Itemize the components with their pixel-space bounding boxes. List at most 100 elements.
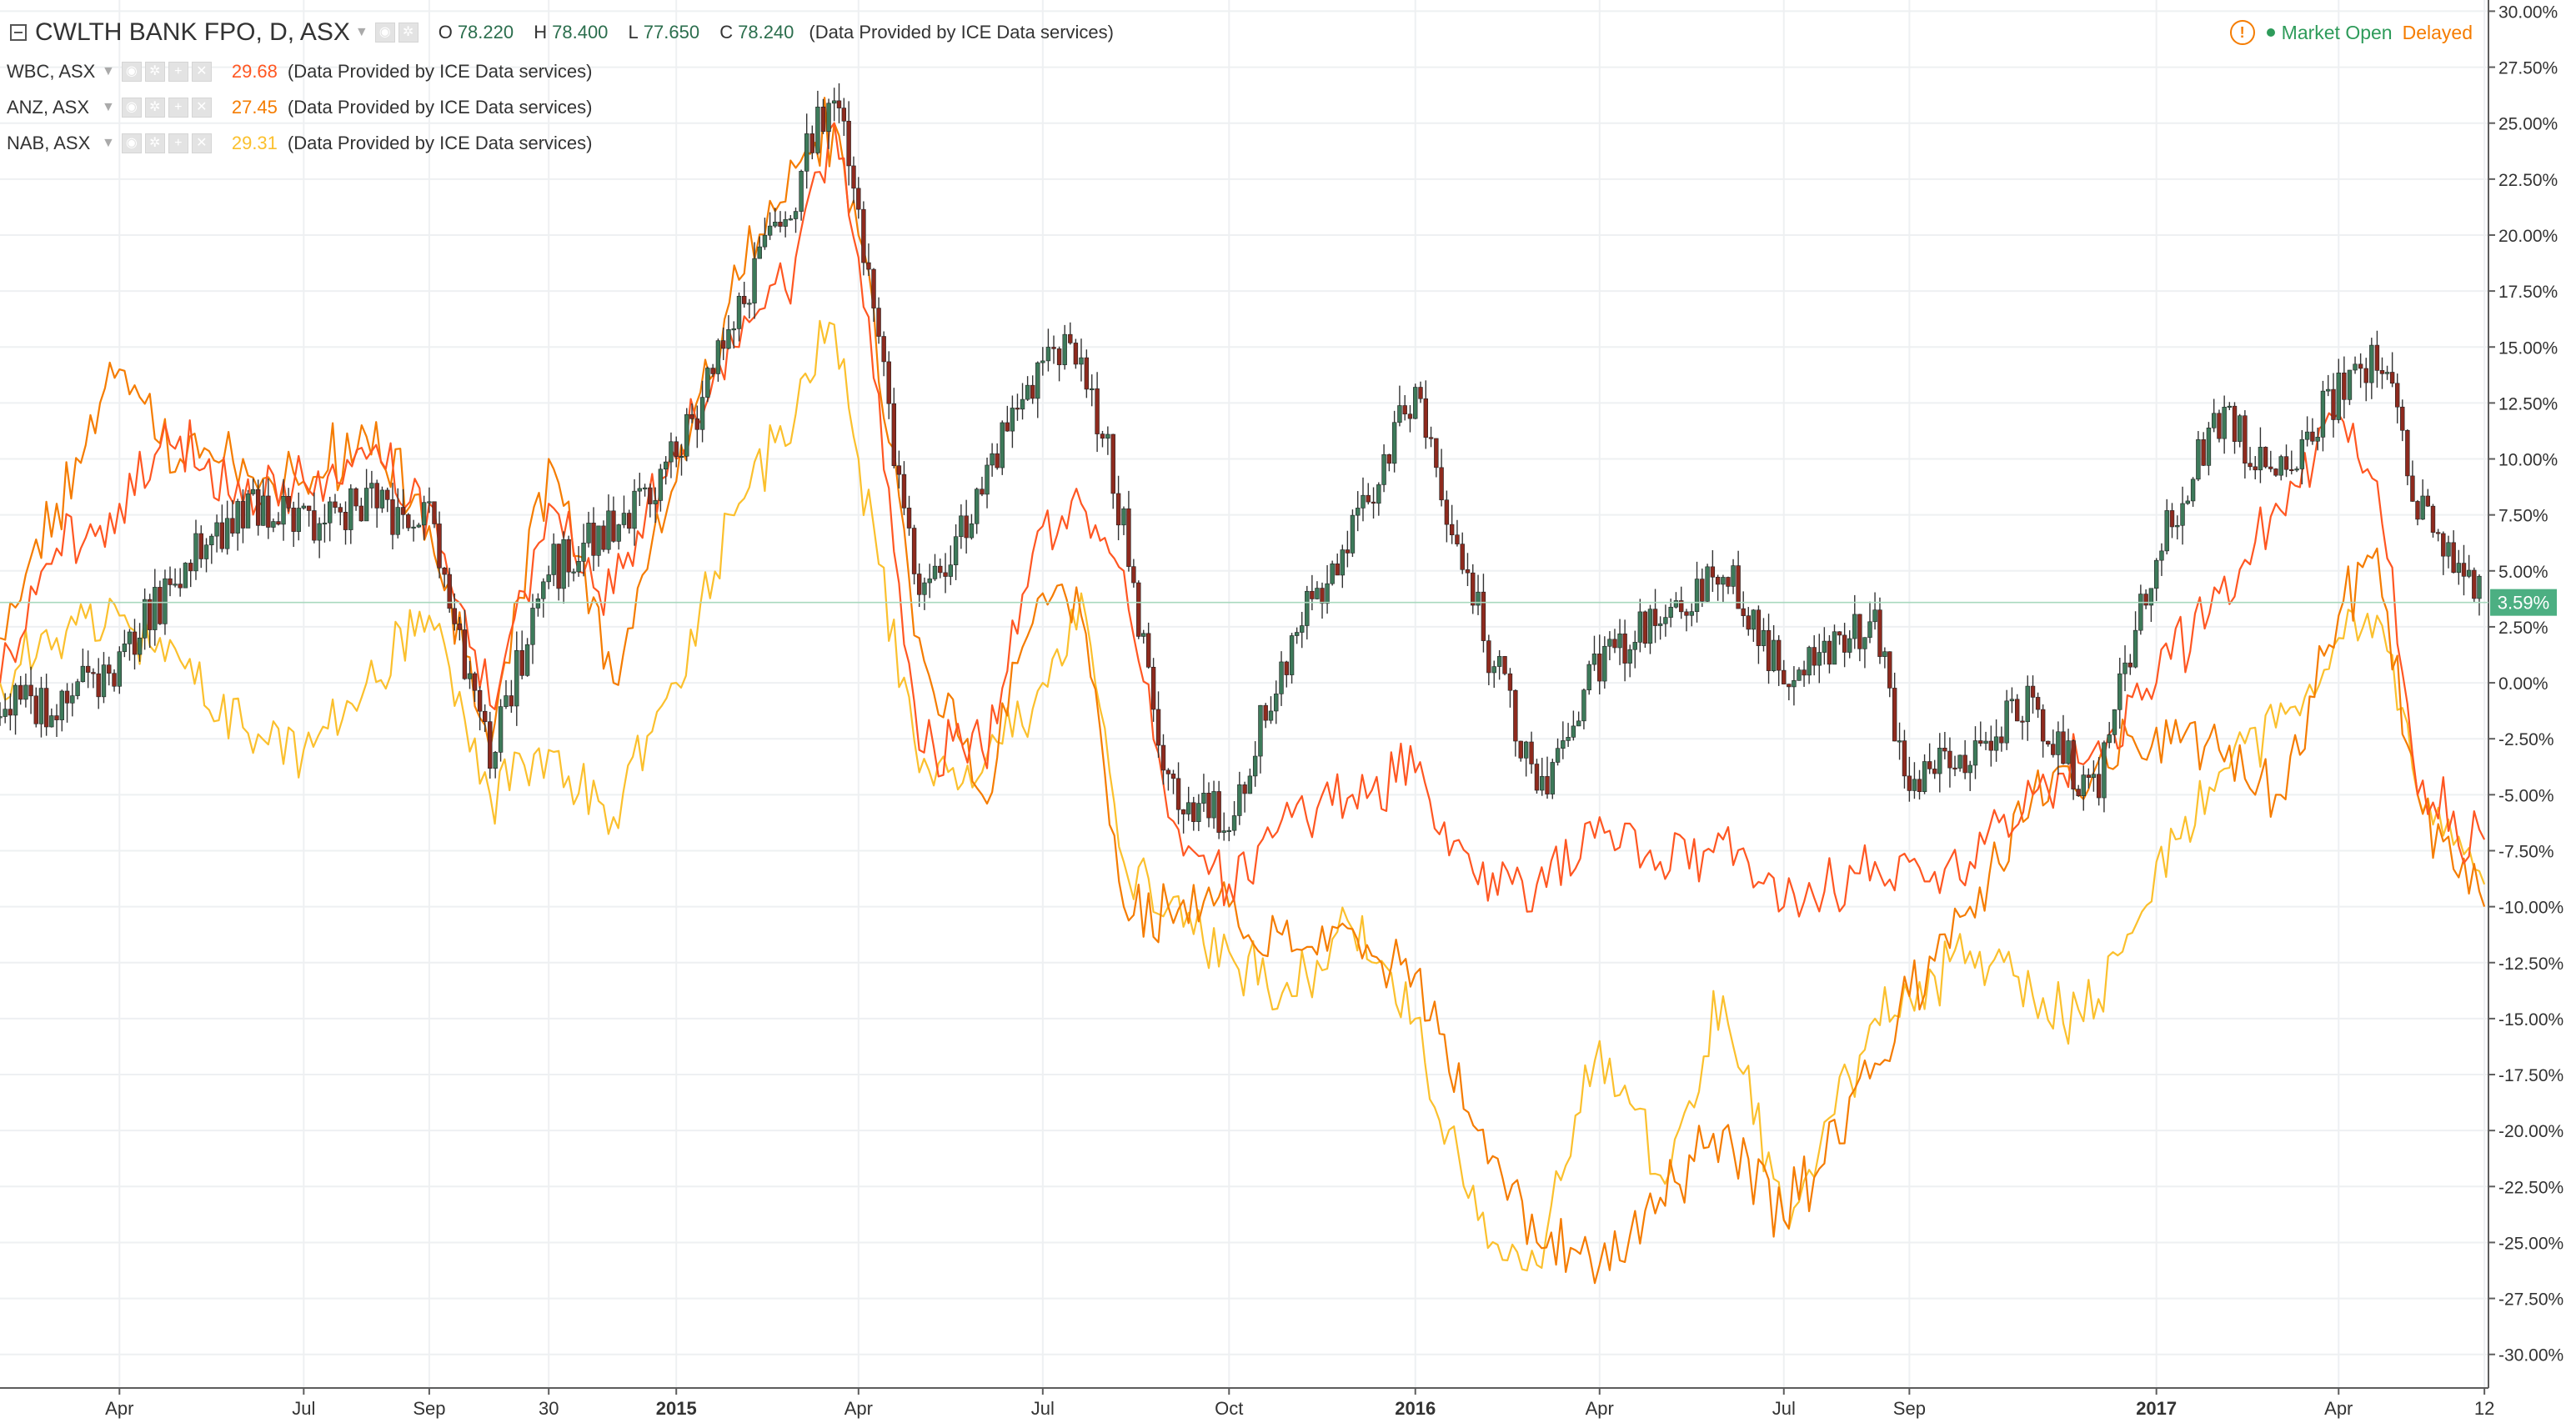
candle-body xyxy=(1710,566,1716,578)
eye-icon[interactable]: ◉ xyxy=(121,61,142,82)
warning-icon[interactable]: ! xyxy=(2229,20,2255,45)
candle-body xyxy=(358,505,364,522)
candle-body xyxy=(1160,744,1166,771)
gear-icon[interactable]: ✲ xyxy=(144,133,165,153)
close-icon[interactable]: ✕ xyxy=(191,133,212,153)
candle-body xyxy=(96,673,101,698)
candle-body xyxy=(1305,590,1310,626)
legend-series-value: 29.31 xyxy=(231,132,278,153)
candle-body xyxy=(2020,720,2025,723)
candle-body xyxy=(856,188,861,210)
candle-body xyxy=(1967,764,1972,774)
candle-body xyxy=(1882,651,1887,657)
candle-body xyxy=(1726,577,1731,587)
candle-body xyxy=(1782,669,1787,684)
candle-body xyxy=(906,508,912,529)
close-icon[interactable]: ✕ xyxy=(191,97,212,118)
candle-body xyxy=(851,165,856,189)
candle-body xyxy=(2086,774,2092,779)
candle-body xyxy=(1792,679,1797,688)
candle-body xyxy=(271,521,276,528)
candle-body xyxy=(2369,344,2374,383)
candle-body xyxy=(2046,740,2051,744)
gear-icon[interactable]: ✲ xyxy=(144,61,165,82)
candle-body xyxy=(1545,776,1550,794)
candle-body xyxy=(648,487,653,504)
candle-body xyxy=(689,413,694,419)
candle-body xyxy=(891,403,897,466)
candle-body xyxy=(861,208,866,263)
candle-body xyxy=(1115,493,1121,526)
candle-body xyxy=(493,752,498,769)
candle-body xyxy=(535,598,541,609)
candle-body xyxy=(2227,405,2233,408)
main-series-title[interactable]: CWLTH BANK FPO, D, ASX xyxy=(35,18,350,46)
candle-body xyxy=(80,665,86,683)
chevron-down-icon[interactable]: ▼ xyxy=(354,25,368,39)
candle-body xyxy=(132,631,138,655)
candle-body xyxy=(2138,594,2143,631)
legend-series-name[interactable]: ANZ, ASX xyxy=(7,96,90,118)
y-tick-label: 0.00% xyxy=(2498,674,2548,694)
legend-series-name[interactable]: WBC, ASX xyxy=(7,60,96,82)
candle-body xyxy=(193,533,198,572)
candle-body xyxy=(866,262,871,270)
candle-body xyxy=(1284,661,1290,675)
candle-body xyxy=(1196,803,1201,822)
add-icon[interactable]: + xyxy=(168,97,188,118)
candle-body xyxy=(2159,550,2164,561)
candle-body xyxy=(621,513,627,525)
candle-body xyxy=(43,688,49,728)
candle-body xyxy=(1657,623,1663,626)
collapse-icon[interactable] xyxy=(10,24,27,41)
eye-icon[interactable]: ◉ xyxy=(374,23,395,43)
candle-body xyxy=(627,513,632,529)
candle-body xyxy=(348,488,353,530)
candle-body xyxy=(632,490,637,529)
candle-body xyxy=(2342,372,2347,400)
candle-body xyxy=(1476,591,1481,606)
candle-body xyxy=(663,461,669,470)
candle-body xyxy=(1887,651,1892,689)
close-icon[interactable]: ✕ xyxy=(191,61,212,82)
candle-body xyxy=(1126,508,1131,567)
candle-body xyxy=(846,120,851,167)
candle-body xyxy=(1056,348,1062,365)
candle-body xyxy=(33,695,38,724)
candle-body xyxy=(1837,631,1842,636)
candle-body xyxy=(1165,769,1171,774)
candle-body xyxy=(901,473,907,509)
eye-icon[interactable]: ◉ xyxy=(121,97,142,118)
chevron-down-icon[interactable]: ▼ xyxy=(102,63,115,78)
candle-body xyxy=(1652,609,1658,626)
candle-body xyxy=(230,518,235,534)
candle-body xyxy=(943,572,948,577)
candle-body xyxy=(1035,362,1040,399)
legend-row-nab: NAB, ASX ▼ ◉ ✲ + ✕ 29.31 (Data Provided … xyxy=(7,125,1114,161)
candle-body xyxy=(2347,369,2353,400)
candle-body xyxy=(3,709,8,717)
legend-provider-note: (Data Provided by ICE Data services) xyxy=(287,60,593,82)
candle-body xyxy=(1555,748,1561,763)
candle-body xyxy=(1242,784,1247,794)
candle-body xyxy=(482,710,488,722)
candle-body xyxy=(551,544,556,575)
legend-series-name[interactable]: NAB, ASX xyxy=(7,132,91,153)
gear-icon[interactable]: ✲ xyxy=(144,97,165,118)
add-icon[interactable]: + xyxy=(168,133,188,153)
chevron-down-icon[interactable]: ▼ xyxy=(102,99,115,114)
candle-body xyxy=(2076,789,2081,796)
candle-body xyxy=(1751,609,1757,630)
x-tick-label: Apr xyxy=(1586,1398,1614,1419)
candle-body xyxy=(1294,632,1300,636)
eye-icon[interactable]: ◉ xyxy=(121,133,142,153)
gear-icon[interactable]: ✲ xyxy=(398,23,418,43)
candle-body xyxy=(2299,438,2305,469)
candle-body xyxy=(488,721,493,769)
add-icon[interactable]: + xyxy=(168,61,188,82)
candle-body xyxy=(250,489,256,494)
candle-body xyxy=(327,501,333,524)
chevron-down-icon[interactable]: ▼ xyxy=(102,135,115,150)
candle-body xyxy=(2206,427,2212,466)
